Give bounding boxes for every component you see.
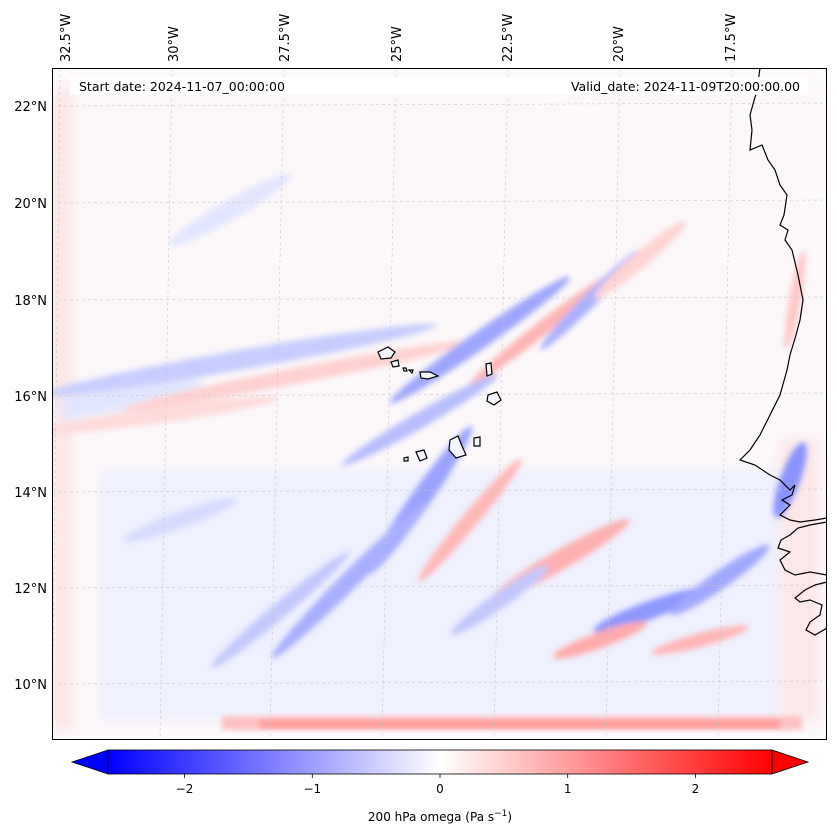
colorbar-max-extend bbox=[771, 749, 810, 775]
colorbar-tick-label: 2 bbox=[692, 782, 700, 796]
lat-label: 18°N bbox=[14, 294, 47, 309]
lon-label: 30°W bbox=[167, 26, 182, 62]
valid-date-text: Valid_date: 2024-11-09T20:00:00.00 bbox=[571, 79, 800, 94]
lat-label: 12°N bbox=[14, 582, 47, 597]
lon-label: 27.5°W bbox=[278, 14, 293, 62]
colorbar-label: 200 hPa omega (Pa s−1) bbox=[368, 809, 512, 824]
colorbar-tick-label: −2 bbox=[176, 782, 194, 796]
colorbar-tick-label: 0 bbox=[436, 782, 444, 796]
longitude-labels: 32.5°W 30°W 27.5°W 25°W 22.5°W 20°W 17.5… bbox=[59, 14, 739, 62]
lon-label: 22.5°W bbox=[501, 14, 516, 62]
header-box bbox=[70, 77, 808, 95]
lat-label: 20°N bbox=[14, 197, 47, 212]
lon-label: 20°W bbox=[612, 26, 627, 62]
lat-label: 22°N bbox=[14, 100, 47, 115]
africa-coastline bbox=[738, 68, 827, 636]
colorbar-tick-label: −1 bbox=[303, 782, 321, 796]
map-frame bbox=[52, 68, 827, 740]
lat-label: 10°N bbox=[14, 678, 47, 693]
map-panel: Start date: 2024-11-07_00:00:00 Valid_da… bbox=[52, 68, 827, 740]
colorbar-tick-label: 1 bbox=[564, 782, 572, 796]
lon-label: 17.5°W bbox=[724, 14, 739, 62]
colorbar-min-extend bbox=[70, 749, 109, 775]
latitude-labels: 22°N 20°N 18°N 16°N 14°N 12°N 10°N bbox=[14, 100, 47, 693]
start-date-text: Start date: 2024-11-07_00:00:00 bbox=[79, 79, 285, 94]
colorbar: −2 −1 0 1 2 200 hPa omega (Pa s−1) bbox=[70, 749, 810, 824]
lat-label: 14°N bbox=[14, 486, 47, 501]
graticule bbox=[52, 68, 827, 740]
lon-label: 32.5°W bbox=[59, 14, 74, 62]
colorbar-gradient bbox=[108, 750, 772, 774]
lat-label: 16°N bbox=[14, 390, 47, 405]
lon-label: 25°W bbox=[390, 26, 405, 62]
colorbar-ticks: −2 −1 0 1 2 bbox=[176, 774, 699, 796]
cape-verde-islands bbox=[377, 346, 502, 462]
omega-field bbox=[52, 68, 827, 740]
